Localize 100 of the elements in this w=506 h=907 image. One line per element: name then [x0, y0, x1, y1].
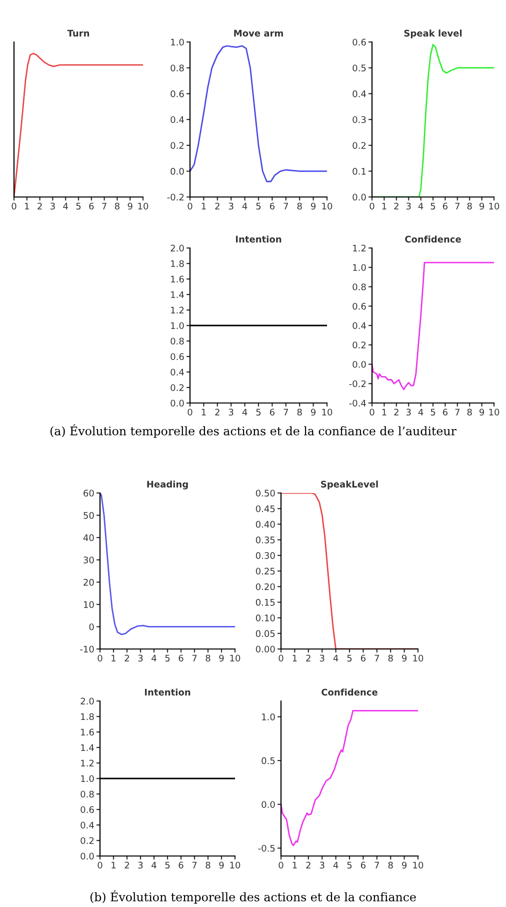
x-tick-label: 4	[418, 202, 424, 210]
y-tick-label: 0.6	[352, 302, 366, 310]
x-tick-label: 5	[256, 202, 261, 210]
x-tick-label: 4	[63, 202, 68, 210]
y-tick-label: 0.8	[170, 338, 184, 345]
x-tick-label: 10	[230, 862, 240, 869]
x-tick-label: 10	[489, 202, 500, 210]
x-tick-label: 9	[128, 202, 132, 210]
y-tick-label: 1.0	[171, 38, 184, 46]
y-tick-label: 0.4	[170, 116, 184, 124]
chart-title: Heading	[147, 480, 188, 490]
x-tick-label: 9	[219, 654, 224, 662]
x-tick-label: 7	[455, 408, 460, 416]
x-tick-label: 3	[138, 862, 143, 869]
x-tick-label: 3	[50, 202, 55, 210]
x-tick-label: 5	[256, 408, 261, 416]
y-tick-label: 0.45	[256, 505, 275, 512]
y-tick-label: 0.05	[256, 630, 275, 637]
y-tick-label: -10	[80, 646, 94, 653]
x-tick-label: 10	[322, 408, 332, 416]
y-tick-label: 0.30	[256, 552, 275, 559]
x-tick-label: 9	[310, 202, 316, 210]
x-tick-label: 9	[219, 862, 224, 869]
x-tick-label: 0	[12, 202, 16, 210]
x-tick-label: 8	[467, 408, 472, 416]
y-tick-label: 30	[84, 556, 94, 564]
y-tick-label: 0.0	[352, 194, 366, 201]
x-tick-label: 9	[402, 654, 407, 662]
x-tick-label: 9	[402, 862, 407, 869]
x-tick-label: 1	[25, 202, 29, 210]
y-tick-label: 1.8	[171, 260, 184, 268]
y-tick-label: 1.8	[81, 713, 94, 720]
x-tick-label: 8	[114, 202, 120, 210]
y-tick-label: 0.0	[170, 400, 184, 407]
y-tick-label: 50	[84, 512, 94, 519]
x-tick-label: 6	[442, 202, 448, 210]
x-tick-label: 4	[333, 862, 338, 868]
x-tick-label: 5	[430, 202, 436, 210]
x-tick-label: 7	[284, 202, 288, 210]
x-tick-label: 7	[192, 862, 197, 868]
x-tick-label: 3	[406, 202, 411, 210]
x-tick-label: 7	[374, 654, 379, 662]
x-tick-label: 3	[228, 408, 234, 416]
y-tick-label: 0.0	[170, 168, 184, 175]
x-tick-label: 9	[479, 202, 484, 210]
y-tick-label: 40	[83, 534, 94, 542]
chart-title: Confidence	[405, 236, 461, 243]
chart-title: Intention	[144, 688, 190, 696]
y-tick-label: 2.0	[80, 698, 94, 705]
chart-title: Intention	[236, 236, 282, 243]
x-tick-label: 1	[112, 654, 116, 662]
line-series	[372, 262, 494, 390]
x-tick-label: 8	[388, 862, 393, 869]
line-series	[281, 710, 418, 846]
chart-title: Move arm	[234, 30, 283, 37]
x-tick-label: 6	[270, 202, 275, 210]
x-tick-label: 6	[360, 654, 366, 662]
x-tick-label: 1	[202, 408, 206, 416]
x-tick-label: 3	[320, 654, 324, 662]
x-tick-label: 5	[430, 408, 436, 416]
x-tick-label: 1	[292, 862, 297, 868]
x-tick-label: 7	[374, 862, 379, 868]
y-tick-label: 0	[89, 623, 94, 630]
y-tick-label: 0.35	[256, 536, 275, 544]
y-tick-label: 1.2	[353, 244, 366, 252]
y-tick-label: 1.0	[353, 264, 366, 271]
x-tick-label: 2	[38, 202, 42, 210]
y-tick-label: 1.6	[171, 276, 184, 283]
x-tick-label: 1	[112, 862, 116, 868]
y-tick-label: -0.4	[349, 400, 366, 407]
x-tick-label: 5	[347, 654, 352, 662]
x-tick-label: 6	[178, 654, 184, 662]
x-tick-label: 4	[242, 408, 248, 416]
x-tick-label: 8	[206, 862, 210, 869]
x-tick-label: 7	[102, 202, 106, 210]
x-tick-label: 0	[278, 862, 284, 869]
x-tick-label: 2	[215, 408, 220, 416]
y-tick-label: 0.25	[256, 568, 275, 575]
x-tick-label: 7	[192, 654, 197, 662]
y-tick-label: -0.5	[258, 844, 275, 852]
x-tick-label: 4	[152, 862, 156, 868]
y-tick-label: 0.00	[256, 646, 275, 653]
x-tick-label: 6	[442, 408, 448, 416]
x-tick-label: 1	[292, 654, 297, 662]
y-tick-label: 2.0	[170, 244, 184, 252]
y-tick-label: 0.6	[80, 806, 94, 814]
x-tick-label: 9	[310, 408, 316, 416]
x-tick-label: 6	[89, 202, 94, 210]
y-tick-label: 0.0	[352, 360, 366, 368]
y-tick-label: 1.4	[171, 291, 184, 298]
y-tick-label: 0.20	[256, 583, 275, 590]
chart-title: Confidence	[322, 688, 378, 696]
x-tick-label: 0	[370, 408, 374, 416]
y-tick-label: -0.2	[349, 380, 366, 388]
y-tick-label: 0.4	[80, 822, 94, 829]
x-tick-label: 6	[178, 862, 184, 869]
x-tick-label: 0	[278, 654, 284, 662]
x-tick-label: 2	[124, 862, 129, 868]
x-tick-label: 2	[124, 654, 129, 662]
x-tick-label: 5	[165, 654, 170, 662]
